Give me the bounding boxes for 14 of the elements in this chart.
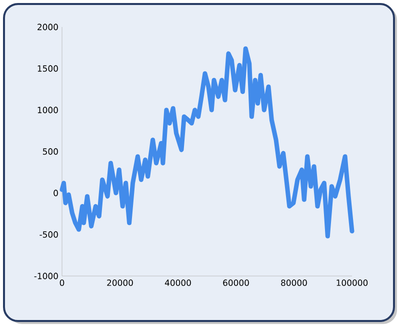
y-tick-label: 1000 [38, 106, 58, 114]
x-tick-label: 20000 [107, 280, 133, 286]
x-tick-label: 60000 [223, 280, 249, 286]
x-tick-label: 80000 [281, 280, 307, 286]
line-series [60, 46, 354, 238]
x-tick-label: 100000 [336, 280, 368, 286]
x-tick-label: 40000 [164, 280, 191, 286]
y-tick-label: 2000 [38, 24, 58, 30]
x-tick-label: 0 [60, 280, 64, 286]
y-tick-label: -1000 [34, 272, 58, 280]
y-tick-label: 0 [54, 190, 58, 196]
y-tick-label: 1500 [38, 65, 58, 72]
y-tick-label: 500 [42, 148, 58, 155]
y-tick-label: -500 [40, 231, 58, 238]
